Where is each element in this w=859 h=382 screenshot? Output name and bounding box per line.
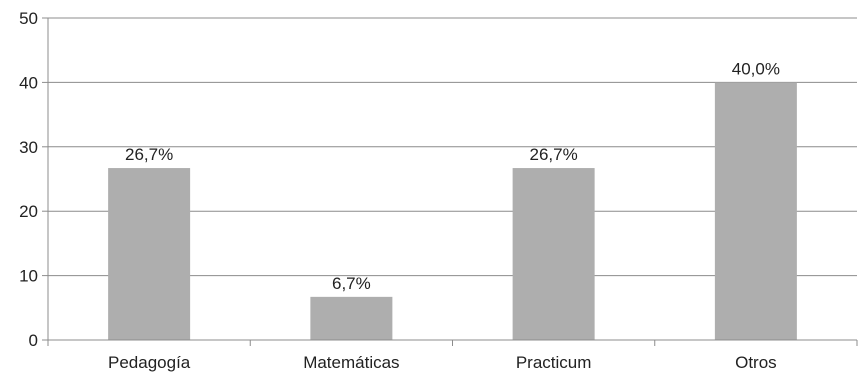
bar xyxy=(714,82,797,341)
y-tick-label: 40 xyxy=(19,73,38,92)
data-labels: 26,7% 6,7% 26,7% 40,0% xyxy=(125,59,780,292)
axes xyxy=(47,18,857,341)
y-tick-labels: 0 10 20 30 40 50 xyxy=(19,9,38,350)
category-label: Matemáticas xyxy=(303,353,399,372)
bar xyxy=(108,168,191,340)
y-tick-label: 20 xyxy=(19,202,38,221)
y-tick-label: 30 xyxy=(19,138,38,157)
data-label: 6,7% xyxy=(332,274,371,293)
category-label: Pedagogía xyxy=(108,353,191,372)
bar xyxy=(512,168,595,340)
y-tick-label: 10 xyxy=(19,267,38,286)
data-label: 26,7% xyxy=(125,145,173,164)
data-label: 40,0% xyxy=(732,59,780,78)
data-label: 26,7% xyxy=(530,145,578,164)
bars xyxy=(108,82,797,341)
bar xyxy=(310,296,393,340)
category-label: Otros xyxy=(735,353,777,372)
category-labels: Pedagogía Matemáticas Practicum Otros xyxy=(108,353,777,372)
y-tick-label: 50 xyxy=(19,9,38,28)
y-tick-label: 0 xyxy=(29,331,38,350)
category-label: Practicum xyxy=(516,353,592,372)
